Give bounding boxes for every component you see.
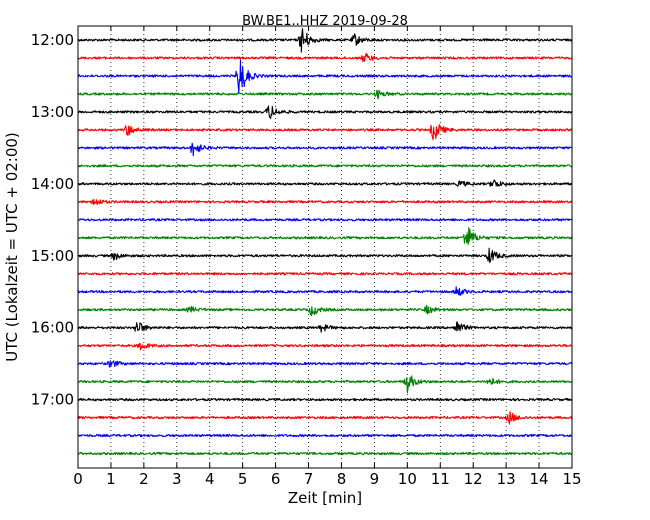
plot-frame bbox=[77, 25, 573, 469]
trace-1700 bbox=[77, 397, 573, 402]
trace-1215 bbox=[77, 52, 573, 63]
y-tick-label: 13:00 bbox=[31, 103, 74, 121]
x-tick-label: 6 bbox=[271, 470, 281, 488]
x-tick-label: 10 bbox=[398, 470, 417, 488]
trace-1515 bbox=[77, 272, 573, 276]
trace-1615 bbox=[77, 342, 573, 351]
y-tick-label: 14:00 bbox=[31, 175, 74, 193]
trace-1345 bbox=[77, 164, 573, 168]
trace-1545 bbox=[77, 304, 573, 317]
trace-lines bbox=[77, 28, 573, 456]
x-tick-label: 5 bbox=[238, 470, 248, 488]
axis-ticks: 0 1 2 3 4 5 6 7 8 9 10 11 12 13 14 1512:0013:0014:0015:… bbox=[31, 26, 582, 488]
x-tick-label: 8 bbox=[337, 470, 347, 488]
trace-1445 bbox=[77, 226, 573, 245]
trace-1330 bbox=[77, 142, 573, 157]
trace-1200 bbox=[77, 28, 573, 53]
trace-1245 bbox=[77, 89, 573, 100]
trace-1715 bbox=[77, 411, 573, 425]
x-tick-label: 13 bbox=[497, 470, 516, 488]
trace-1500 bbox=[77, 247, 573, 264]
x-tick-label: 0 bbox=[73, 470, 83, 488]
trace-1530 bbox=[77, 286, 573, 296]
x-tick-label: 14 bbox=[530, 470, 549, 488]
y-tick-label: 17:00 bbox=[31, 391, 74, 409]
x-axis-label: Zeit [min] bbox=[288, 489, 362, 507]
trace-1600 bbox=[77, 321, 573, 333]
x-tick-label: 15 bbox=[562, 470, 581, 488]
trace-1630 bbox=[77, 360, 573, 368]
vertical-gridlines bbox=[110, 26, 540, 468]
y-tick-label: 15:00 bbox=[31, 247, 74, 265]
x-tick-label: 7 bbox=[304, 470, 314, 488]
x-tick-label: 1 bbox=[106, 470, 116, 488]
y-tick-label: 16:00 bbox=[31, 319, 74, 337]
y-tick-label: 12:00 bbox=[31, 31, 74, 49]
x-tick-label: 12 bbox=[464, 470, 483, 488]
trace-1745 bbox=[77, 451, 573, 456]
trace-1415 bbox=[77, 198, 573, 206]
trace-1430 bbox=[77, 218, 573, 222]
trace-1315 bbox=[77, 123, 573, 141]
x-tick-label: 3 bbox=[172, 470, 182, 488]
chart-title: BW.BE1..HHZ 2019-09-28 bbox=[242, 14, 408, 29]
trace-1645 bbox=[77, 375, 573, 394]
y-axis-label: UTC (Lokalzeit = UTC + 02:00) bbox=[3, 132, 21, 362]
x-tick-label: 4 bbox=[205, 470, 215, 488]
trace-1230 bbox=[77, 59, 573, 94]
x-tick-label: 9 bbox=[370, 470, 380, 488]
trace-1300 bbox=[77, 105, 573, 119]
x-tick-label: 2 bbox=[139, 470, 149, 488]
x-tick-label: 11 bbox=[431, 470, 450, 488]
trace-1400 bbox=[77, 179, 573, 187]
trace-1730 bbox=[77, 433, 573, 438]
